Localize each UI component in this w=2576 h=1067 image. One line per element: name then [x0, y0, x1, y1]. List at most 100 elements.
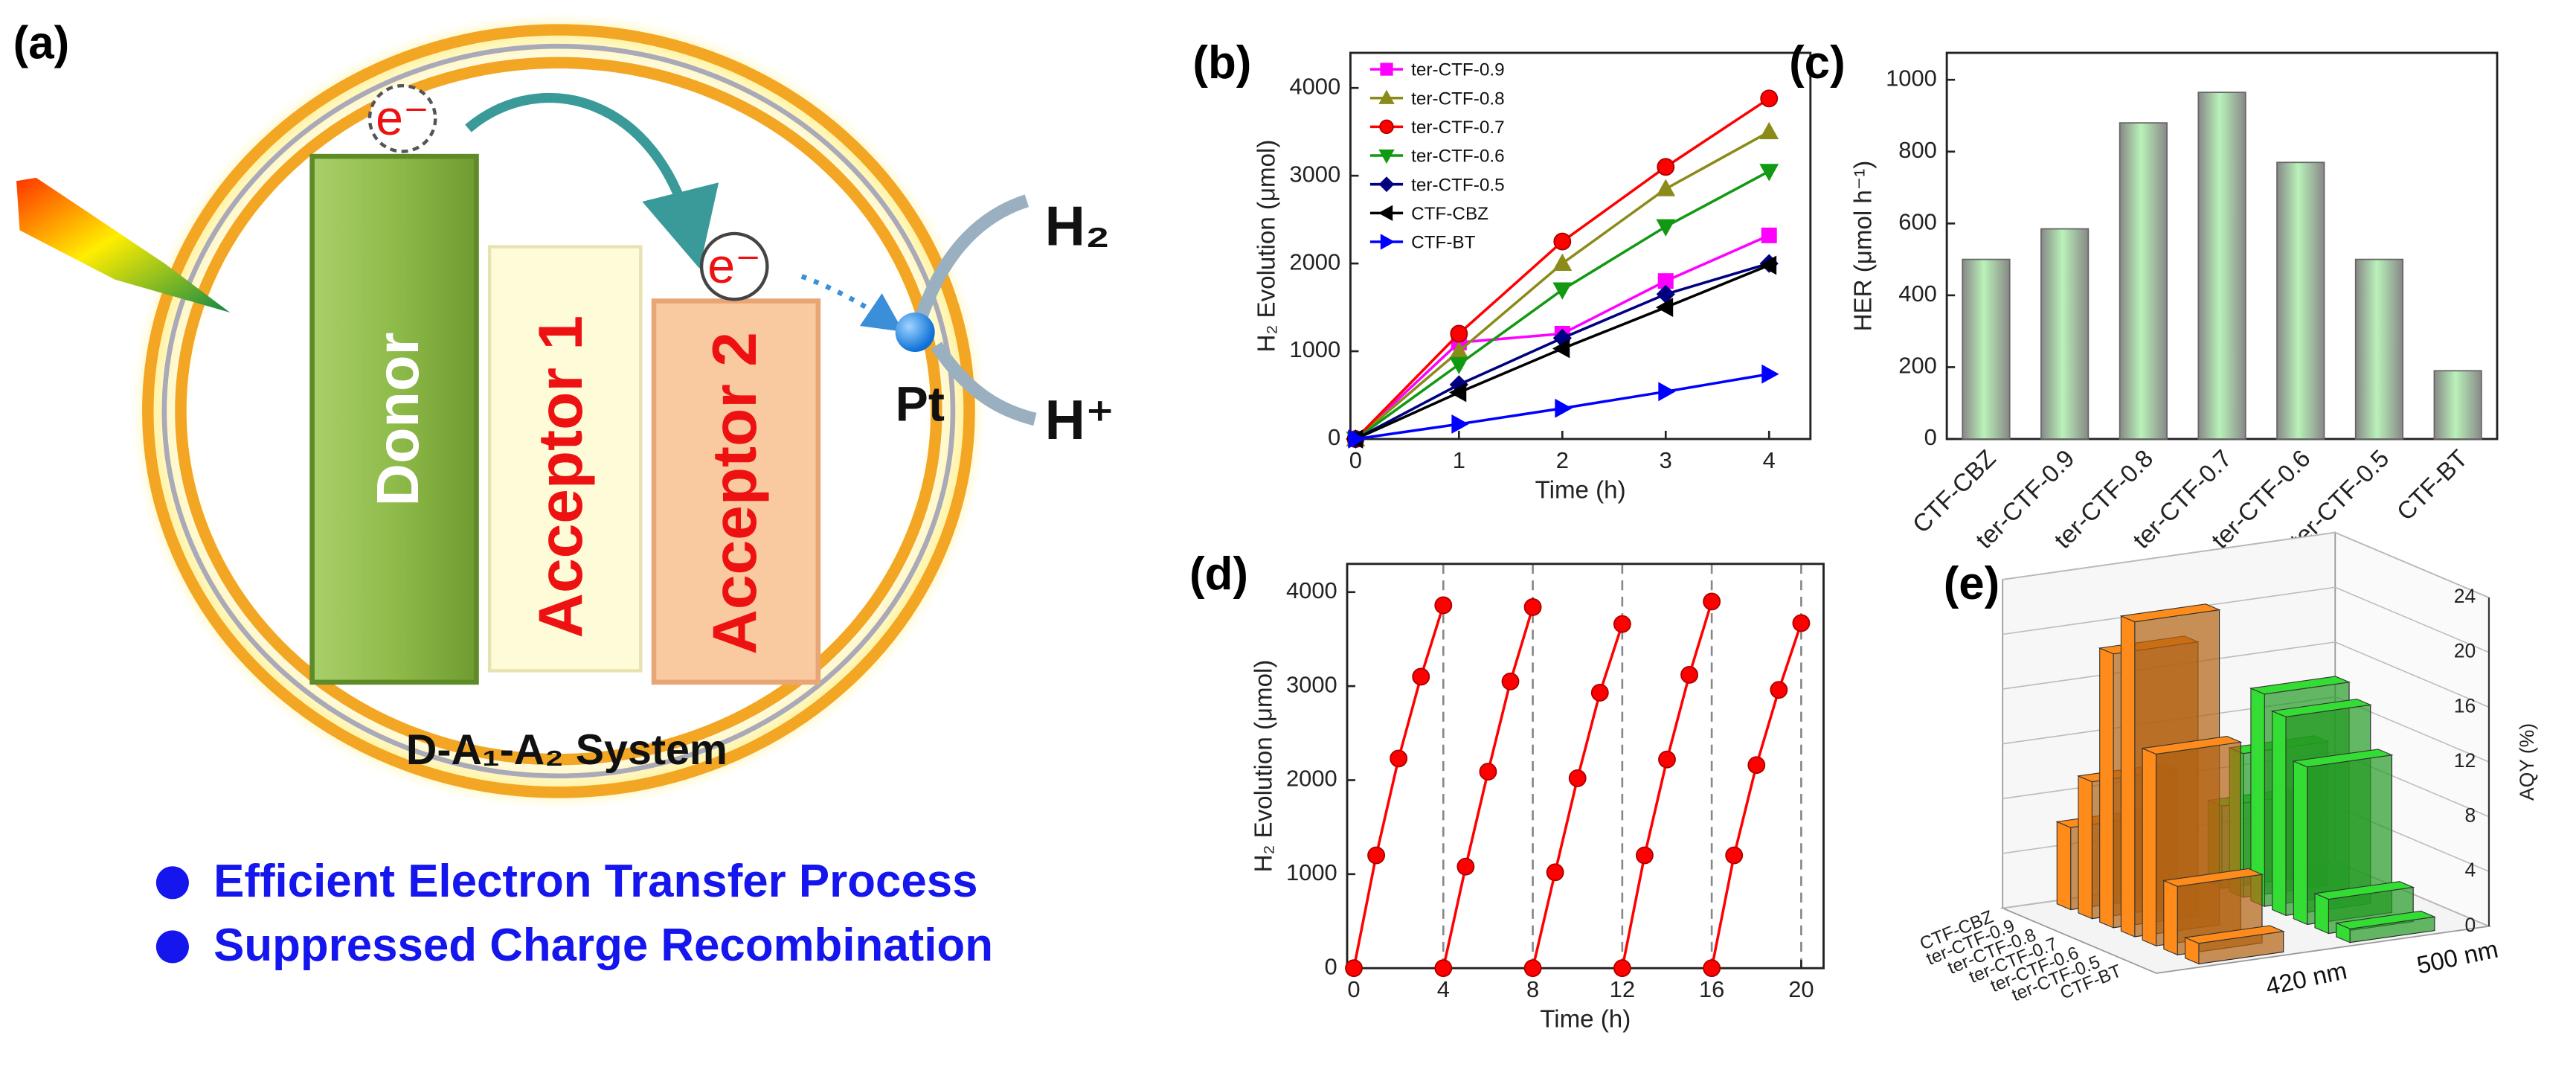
x-tick-label: 0 [1347, 976, 1360, 1002]
marker [1759, 121, 1779, 140]
marker [1636, 846, 1654, 865]
z-tick-label: 24 [2454, 585, 2476, 607]
y-tick-label: 200 [1898, 353, 1937, 379]
marker [1761, 227, 1777, 243]
legend-label: ter-CTF-0.8 [1411, 89, 1504, 109]
z-tick-label: 0 [2465, 914, 2476, 936]
outer-ring [142, 24, 975, 798]
legend-marker [1378, 89, 1395, 104]
series-line [1442, 606, 1535, 969]
acceptor2-label: Acceptor 2 [699, 332, 769, 655]
electron-circle [367, 83, 437, 153]
bar-3d [2292, 749, 2394, 926]
marker [1501, 672, 1520, 690]
y-tick-label: 2000 [1286, 766, 1337, 792]
legend-label: ter-CTF-0.9 [1411, 60, 1504, 80]
light-bolt [16, 177, 231, 313]
y-axis-label: H₂ Evolution (μmol) [1250, 660, 1277, 873]
marker [1555, 398, 1573, 418]
z-tick-label: 16 [2454, 694, 2476, 717]
bar-front [2078, 775, 2092, 920]
bar-top [2270, 698, 2372, 717]
x-tick-label: 1 [1453, 447, 1465, 473]
h2-label: H₂ [1045, 194, 1111, 257]
acceptor2-box [651, 298, 821, 685]
marker [1761, 364, 1779, 384]
panel-label: (e) [1944, 558, 2000, 609]
marker [1451, 414, 1469, 434]
donor-label: Donor [364, 332, 431, 506]
y-tick-label: 400 [1898, 281, 1937, 307]
legend-label: CTF-CBZ [1411, 204, 1488, 224]
marker [1703, 959, 1721, 978]
bar-3d [2334, 910, 2436, 943]
legend-marker [1378, 149, 1395, 164]
panel-label: (d) [1189, 548, 1248, 600]
inner-ring [175, 57, 942, 766]
bullet-dot [155, 866, 189, 900]
marker [1703, 592, 1721, 611]
bar-front [2142, 747, 2157, 946]
legend-marker [1378, 176, 1395, 193]
bar-top [2292, 749, 2394, 768]
donor-box [309, 153, 479, 685]
y-tick-label: 4000 [1286, 577, 1337, 603]
bar-front [2120, 615, 2136, 938]
x-axis-label: Time (h) [1535, 476, 1626, 504]
legend-label: ter-CTF-0.6 [1411, 147, 1504, 167]
marker [1523, 598, 1542, 616]
x-tick-label: 16 [1699, 976, 1724, 1002]
z-tick-label: 4 [2465, 859, 2476, 881]
marker [1759, 164, 1779, 182]
series-line [1352, 604, 1445, 969]
marker [1590, 684, 1609, 702]
marker [1552, 339, 1570, 359]
x-tick-label: 4 [1763, 447, 1776, 473]
bar [2433, 370, 2482, 440]
hplus-label: H⁺ [1045, 388, 1115, 451]
bar-top [2249, 676, 2351, 695]
bullet-dot [155, 930, 189, 964]
marker [1658, 750, 1676, 769]
marker [1553, 232, 1572, 251]
electron-circle [699, 231, 769, 301]
marker [1568, 769, 1587, 787]
bar-top [2141, 736, 2243, 755]
plot-frame [1346, 563, 1825, 970]
series-line [1531, 624, 1624, 969]
bar [1962, 258, 2011, 440]
marker [1546, 863, 1564, 882]
bar-top [2334, 910, 2436, 929]
marker [1456, 857, 1475, 876]
marker [1770, 681, 1788, 699]
marker [1412, 667, 1430, 686]
bar [2040, 228, 2090, 440]
x-tick-label: 8 [1526, 976, 1539, 1002]
y-tick-label: 3000 [1289, 161, 1340, 187]
x-tick-label: 2 [1556, 447, 1569, 473]
panel-a: (a) Donor Acceptor 1 Acceptor 2 e⁻ e⁻ Pt… [13, 10, 1115, 971]
marker [1345, 959, 1363, 978]
y-tick-label: 800 [1898, 137, 1937, 163]
y-axis-label: HER (μmol h⁻¹) [1849, 161, 1877, 332]
marker [1390, 749, 1408, 768]
y-tick-label: 2000 [1289, 249, 1340, 275]
bullet-text: Suppressed Charge Recombination [213, 920, 993, 971]
marker [1656, 219, 1676, 237]
legend-label: ter-CTF-0.7 [1411, 118, 1504, 138]
marker [1552, 253, 1573, 272]
panel-label: (c) [1789, 37, 1846, 89]
marker [1680, 666, 1698, 684]
marker [1449, 356, 1469, 375]
bullet-text: Efficient Electron Transfer Process [213, 856, 977, 907]
marker [1725, 846, 1744, 865]
legend-marker [1380, 234, 1395, 250]
bar-top [2119, 603, 2221, 623]
marker [1760, 89, 1779, 108]
h2-arrow [913, 194, 1030, 323]
marker [1523, 959, 1542, 978]
pt-sphere [895, 312, 935, 352]
legend-label: CTF-BT [1411, 233, 1475, 253]
bar [2276, 161, 2325, 440]
